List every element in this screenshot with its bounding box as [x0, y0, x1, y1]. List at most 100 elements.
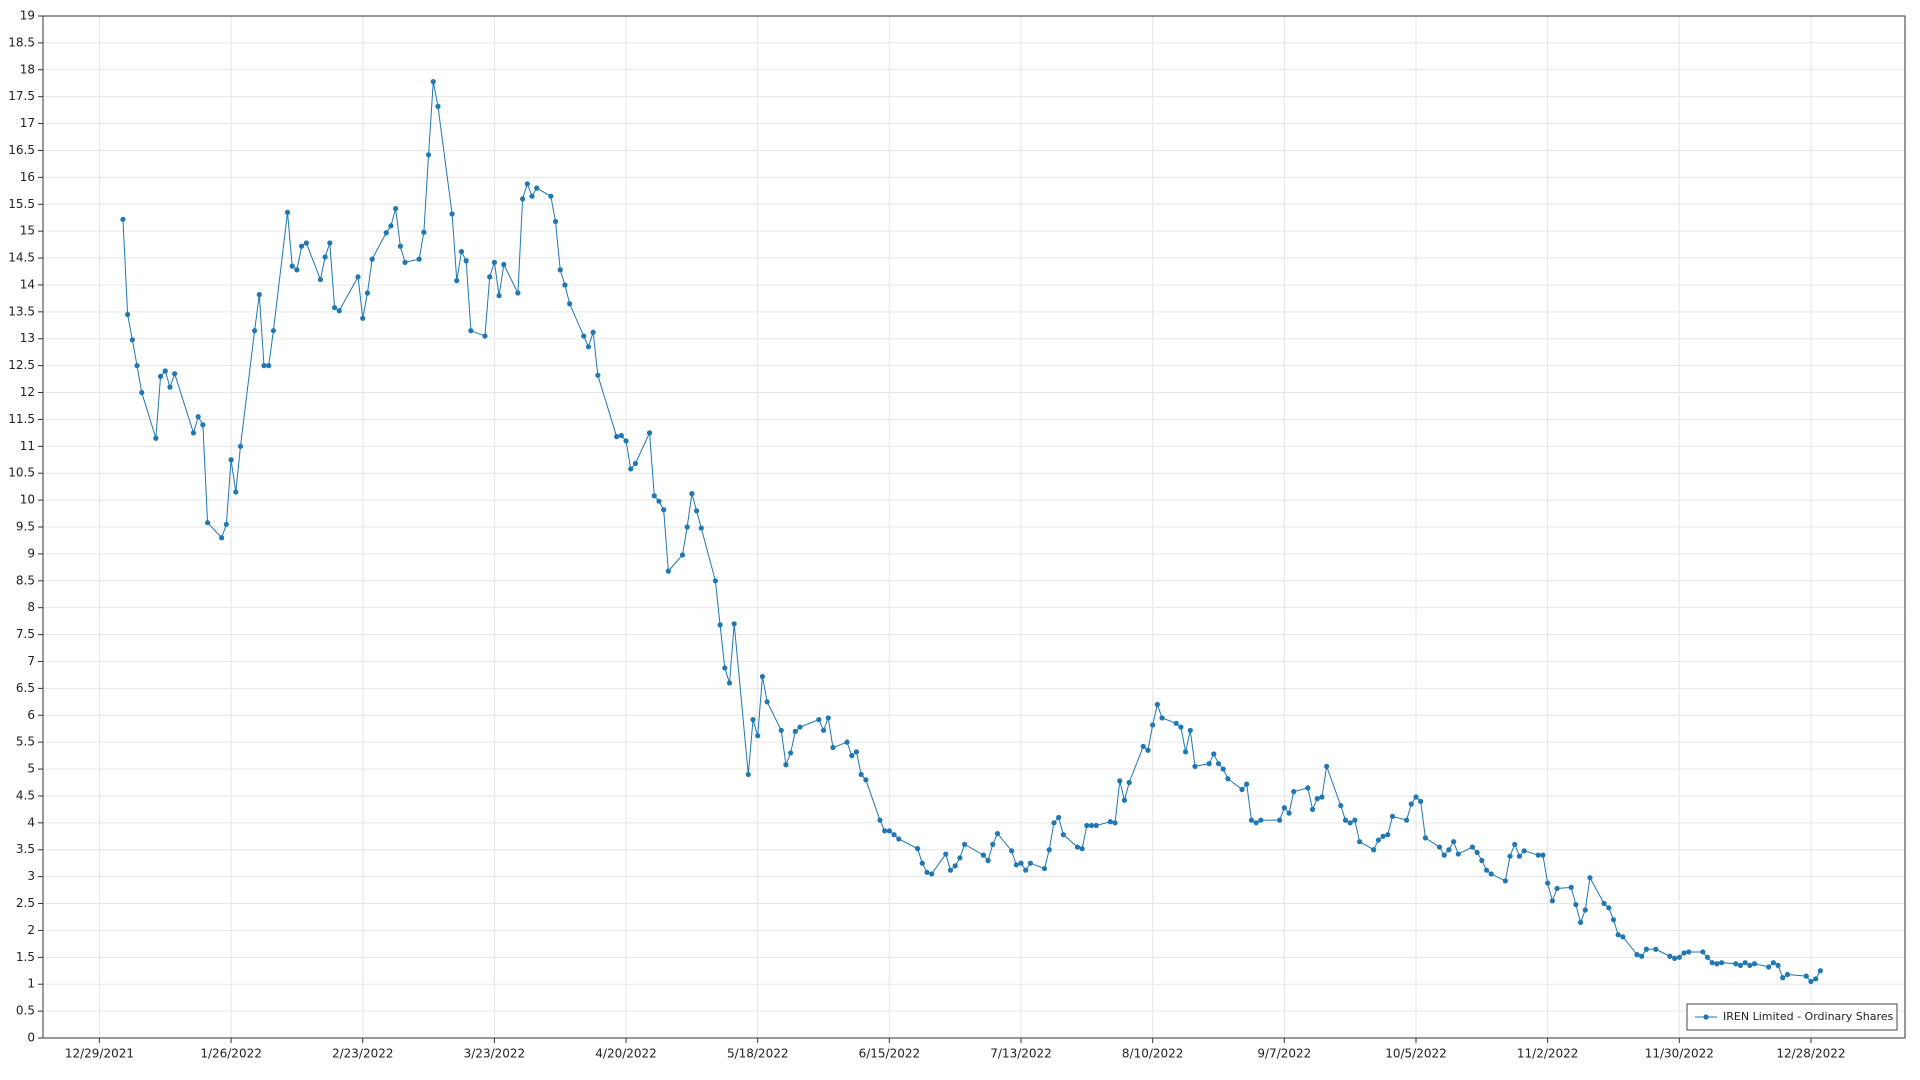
- data-point: [1817, 968, 1823, 974]
- data-point: [1027, 860, 1034, 866]
- data-point: [1766, 964, 1772, 970]
- y-tick-label: 16: [20, 170, 35, 184]
- data-point: [924, 869, 930, 875]
- data-point: [1258, 817, 1264, 823]
- data-point: [614, 434, 620, 440]
- data-point: [1187, 727, 1193, 733]
- data-point: [1305, 785, 1311, 791]
- data-point: [1074, 844, 1081, 850]
- data-point: [1023, 867, 1029, 873]
- data-point: [820, 727, 827, 733]
- y-tick-label: 17: [20, 116, 35, 130]
- data-point: [1079, 846, 1085, 852]
- x-tick-label: 4/20/2022: [595, 1047, 657, 1061]
- data-point: [1667, 953, 1673, 959]
- data-point: [656, 498, 662, 504]
- data-point: [1436, 844, 1443, 850]
- x-tick-label: 8/10/2022: [1122, 1047, 1184, 1061]
- y-tick-label: 5.5: [16, 735, 35, 749]
- x-tick-label: 9/7/2022: [1257, 1047, 1311, 1061]
- data-point: [1554, 885, 1560, 892]
- data-point: [661, 507, 667, 513]
- data-point: [266, 363, 272, 369]
- data-point: [590, 329, 596, 335]
- data-point: [393, 205, 399, 212]
- data-point: [1719, 960, 1725, 966]
- data-point: [1225, 776, 1231, 782]
- data-point: [581, 333, 587, 339]
- data-point: [430, 79, 436, 85]
- data-point: [520, 196, 526, 202]
- data-point: [1041, 865, 1048, 872]
- data-point: [1084, 822, 1090, 829]
- data-point: [1145, 747, 1151, 753]
- x-tick-label: 1/26/2022: [200, 1047, 262, 1061]
- data-point: [1568, 884, 1574, 890]
- data-point: [1051, 820, 1057, 826]
- data-point: [397, 243, 403, 249]
- data-point: [200, 422, 206, 428]
- data-point: [1253, 820, 1259, 826]
- data-point: [1192, 763, 1198, 769]
- y-tick-label: 8.5: [16, 573, 35, 587]
- data-point: [990, 841, 996, 847]
- data-point: [783, 762, 789, 768]
- data-point: [1347, 820, 1353, 826]
- data-point: [1469, 844, 1476, 850]
- y-tick-label: 13.5: [8, 304, 35, 318]
- data-point: [877, 817, 883, 823]
- data-point: [557, 267, 563, 273]
- data-point: [759, 673, 766, 680]
- y-tick-label: 18: [20, 62, 35, 76]
- data-point: [1577, 919, 1584, 925]
- data-point: [1681, 950, 1687, 956]
- data-point: [1610, 917, 1617, 923]
- data-point: [153, 435, 159, 441]
- data-point: [1413, 794, 1419, 800]
- data-point: [167, 384, 173, 390]
- data-point: [886, 828, 892, 834]
- data-point: [233, 489, 239, 495]
- data-point: [223, 521, 229, 527]
- data-point: [1013, 862, 1019, 868]
- data-point: [529, 193, 535, 199]
- data-point: [491, 259, 497, 265]
- data-point: [1446, 847, 1452, 853]
- data-point: [303, 240, 309, 246]
- data-point: [1540, 852, 1546, 858]
- data-point: [1093, 822, 1099, 829]
- y-tick-label: 14: [20, 277, 35, 291]
- y-tick-label: 4: [27, 815, 35, 829]
- y-tick-label: 3: [27, 869, 35, 883]
- data-point: [1775, 962, 1781, 968]
- data-point: [449, 211, 455, 217]
- x-tick-label: 11/30/2022: [1645, 1047, 1714, 1061]
- y-tick-label: 5: [27, 762, 35, 776]
- data-point: [1309, 806, 1316, 812]
- data-point: [1606, 905, 1612, 911]
- data-point: [618, 432, 624, 439]
- y-tick-label: 18.5: [8, 35, 35, 49]
- data-point: [524, 181, 530, 187]
- data-point: [764, 699, 770, 705]
- data-point: [251, 328, 258, 334]
- data-point: [1742, 960, 1748, 966]
- data-point: [891, 832, 897, 838]
- legend-marker: [1703, 1014, 1709, 1020]
- data-point: [1286, 810, 1292, 816]
- y-tick-label: 13: [20, 331, 35, 345]
- data-point: [1587, 875, 1593, 881]
- y-tick-label: 16.5: [8, 143, 35, 157]
- data-point: [646, 430, 653, 436]
- series-line: [122, 81, 1821, 983]
- data-point: [585, 344, 592, 350]
- data-point: [863, 777, 869, 783]
- data-point: [1686, 949, 1692, 955]
- data-point: [256, 292, 262, 298]
- data-point: [750, 716, 756, 723]
- y-tick-label: 10.5: [8, 466, 35, 480]
- data-point: [1112, 820, 1118, 826]
- data-point: [1418, 798, 1424, 804]
